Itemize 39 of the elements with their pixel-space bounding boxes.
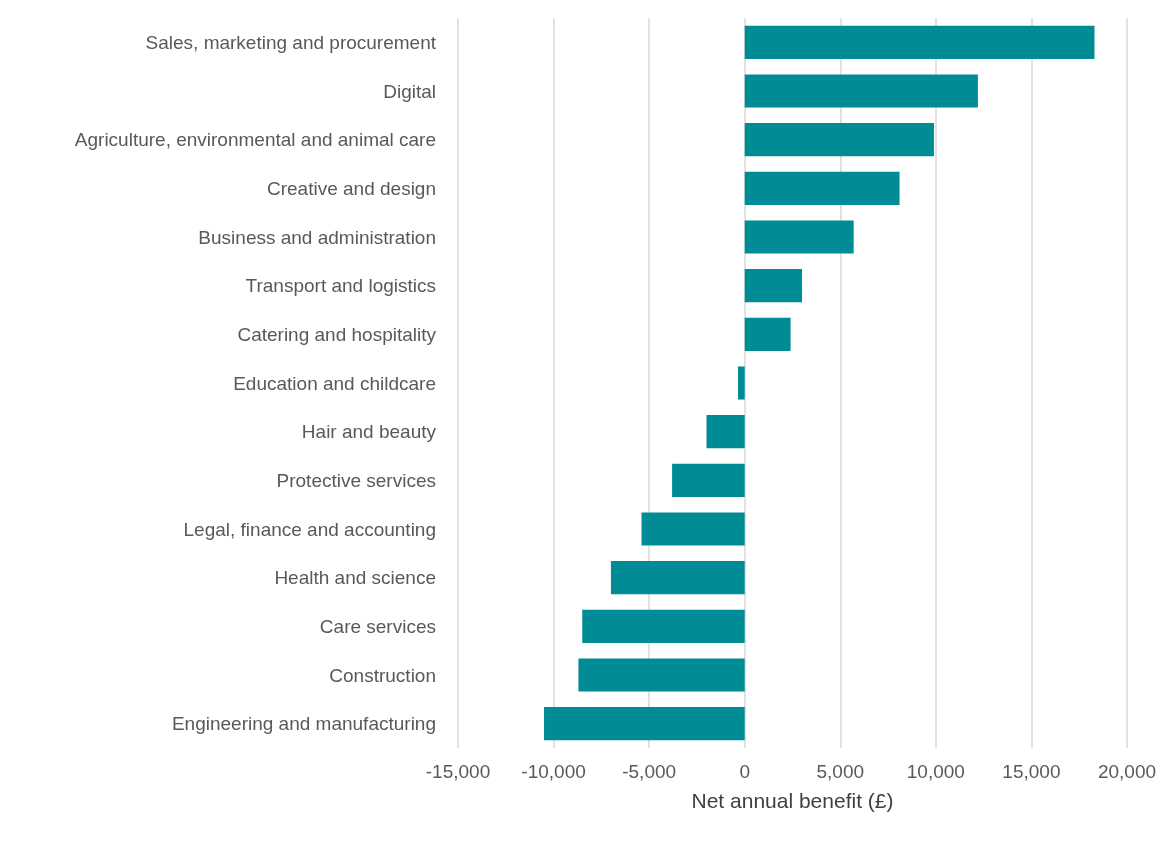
x-tick-label: 20,000 xyxy=(1097,761,1157,782)
bar xyxy=(744,25,1095,59)
bar xyxy=(744,317,791,351)
x-axis-title: Net annual benefit (£) xyxy=(691,789,894,812)
x-tick-label: -15,000 xyxy=(425,761,491,782)
bar xyxy=(744,220,854,254)
y-tick-label: Health and science xyxy=(274,567,436,589)
y-tick-label: Care services xyxy=(319,615,436,637)
y-tick-label: Construction xyxy=(329,664,436,686)
y-tick-label: Education and childcare xyxy=(233,372,436,394)
bar xyxy=(744,74,978,108)
y-tick-label: Agriculture, environmental and animal care xyxy=(74,129,436,151)
x-tick-label: -10,000 xyxy=(521,761,586,782)
y-tick-label: Hair and beauty xyxy=(301,421,437,443)
y-tick-label: Protective services xyxy=(276,469,436,491)
bar xyxy=(738,366,745,400)
bar xyxy=(744,171,900,205)
y-tick-label: Sales, marketing and procurement xyxy=(145,31,437,53)
x-tick-label: 15,000 xyxy=(1002,761,1061,782)
x-tick-label: -5,000 xyxy=(622,761,677,782)
y-tick-label: Legal, finance and accounting xyxy=(183,518,436,540)
y-tick-label: Catering and hospitality xyxy=(237,323,437,345)
y-tick-label: Digital xyxy=(383,80,436,102)
bar xyxy=(610,561,745,595)
bar xyxy=(582,609,745,643)
bar xyxy=(672,463,745,497)
bar xyxy=(744,269,803,303)
y-tick-label: Transport and logistics xyxy=(245,275,436,297)
y-tick-label: Creative and design xyxy=(267,177,436,199)
bar xyxy=(641,512,745,546)
bar xyxy=(544,707,745,741)
bar xyxy=(578,658,745,692)
x-tick-label: 10,000 xyxy=(906,761,965,782)
y-tick-label: Business and administration xyxy=(198,226,436,248)
bar xyxy=(706,415,745,449)
x-tick-label: 5,000 xyxy=(816,761,865,782)
x-tick-label: 0 xyxy=(739,761,750,782)
bar xyxy=(744,123,934,157)
y-tick-label: Engineering and manufacturing xyxy=(171,713,436,735)
